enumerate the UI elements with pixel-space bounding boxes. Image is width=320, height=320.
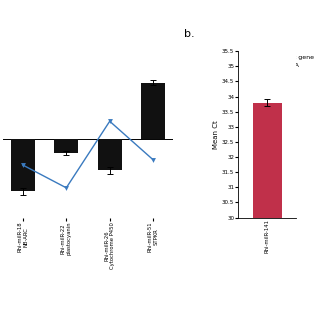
Bar [253,103,282,218]
Bar [11,139,35,191]
Text: b.: b. [184,29,195,39]
Bar [141,83,165,139]
Y-axis label: Mean Ct: Mean Ct [213,120,219,149]
Bar [98,139,122,170]
Legend: target gene, milRNA: target gene, milRNA [262,54,314,68]
Bar [54,139,78,153]
